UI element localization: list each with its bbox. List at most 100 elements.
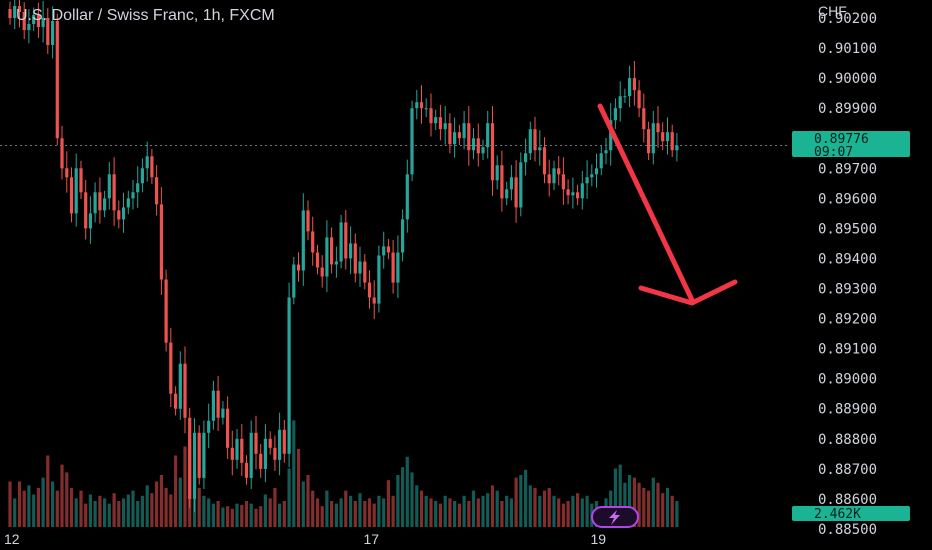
volume-bar [637,482,641,527]
volume-bar [121,498,126,527]
volume-bar [514,477,518,527]
volume-bar [382,498,386,527]
candle-body [117,210,121,220]
volume-bar [448,498,452,527]
y-tick-label: 0.88500 [818,522,877,538]
volume-bar [8,481,12,527]
lightning-bolt-icon[interactable] [591,506,639,528]
volume-bar [235,503,239,527]
candle-body [471,138,476,151]
candle-body [98,192,102,211]
volume-bar [140,495,144,527]
volume-bar [301,481,305,527]
y-tick-label: 0.89500 [818,221,877,237]
candle-body [273,447,277,460]
candle-body [571,192,575,196]
volume-bar [571,495,575,527]
volume-bar [22,490,26,527]
volume-bar [221,507,225,527]
candle-body [561,174,565,190]
candle-body [547,174,551,184]
volume-bar [462,495,466,527]
candle-body [325,237,329,277]
candle-body [514,177,518,208]
candle-body [107,174,111,199]
volume-bar [65,472,69,527]
y-tick-label: 0.89900 [818,101,877,117]
currency-label: CHF [818,3,847,19]
volume-bar [618,464,622,527]
candle-body [391,252,395,283]
price-badge-bg [792,131,910,157]
volume-bar [429,498,433,527]
candle-body [155,177,159,205]
candle-body [566,189,570,196]
candle-body [467,123,471,151]
volume-bar [552,495,556,527]
volume-bar [495,490,499,527]
y-tick-label: 0.90000 [818,71,877,87]
candle-body [334,261,338,265]
volume-bar [273,488,277,527]
candle-body [490,123,495,181]
volume-bar [183,446,187,527]
candle-body [36,15,40,27]
y-tick-label: 0.89400 [818,252,877,268]
down-arrow-annotation [597,103,738,306]
candle-body [367,282,372,298]
volume-bar [656,482,660,527]
candle-body [386,246,390,253]
volume-bar [339,498,343,527]
y-tick-label: 0.89100 [818,342,877,358]
candle-body [585,177,589,184]
candle-body [651,123,655,154]
volume-bar [372,503,376,527]
candle-body [263,438,267,469]
candle-body [462,123,466,139]
volume-bar [263,494,267,527]
volume-bar [467,501,471,527]
y-tick-label: 0.90200 [818,11,877,27]
candle-body [637,90,641,109]
volume-bar [670,495,674,527]
candle-body [296,264,301,271]
candle-body [207,420,211,433]
x-tick-label: 17 [364,531,380,547]
candle-body [623,96,627,98]
volume-bar [117,501,121,527]
candle-body [8,9,12,18]
volume-bar [112,493,116,527]
candle-body [69,177,74,214]
candle-body [188,417,192,499]
volume-bar [159,475,163,527]
candle-body [410,108,414,175]
y-tick-label: 0.89200 [818,312,877,328]
candle-body [448,123,452,145]
candle-body [240,438,244,463]
volume-bar [249,503,253,527]
candle-body [481,147,485,154]
volume-bar [661,493,665,527]
price-badge-value: 0.89776 [814,132,869,147]
volume-bar [41,477,45,527]
y-tick-label: 0.88800 [818,432,877,448]
candle-body [121,207,126,220]
candle-body [202,432,206,478]
candle-body [150,156,154,178]
volume-bar [576,493,580,527]
time-axis[interactable]: 12 17 19 [4,531,606,547]
volume-bars [8,420,679,527]
volume-bar [665,488,670,527]
volume-bar [306,475,310,527]
volume-bar [27,485,31,527]
candle-body [221,408,225,418]
candle-body [358,261,362,274]
volume-bar [500,501,504,527]
volume-bar [259,506,263,527]
volume-bar [405,456,409,527]
volume-bar [46,455,50,527]
candle-body [174,393,178,409]
volume-bar [363,501,367,527]
